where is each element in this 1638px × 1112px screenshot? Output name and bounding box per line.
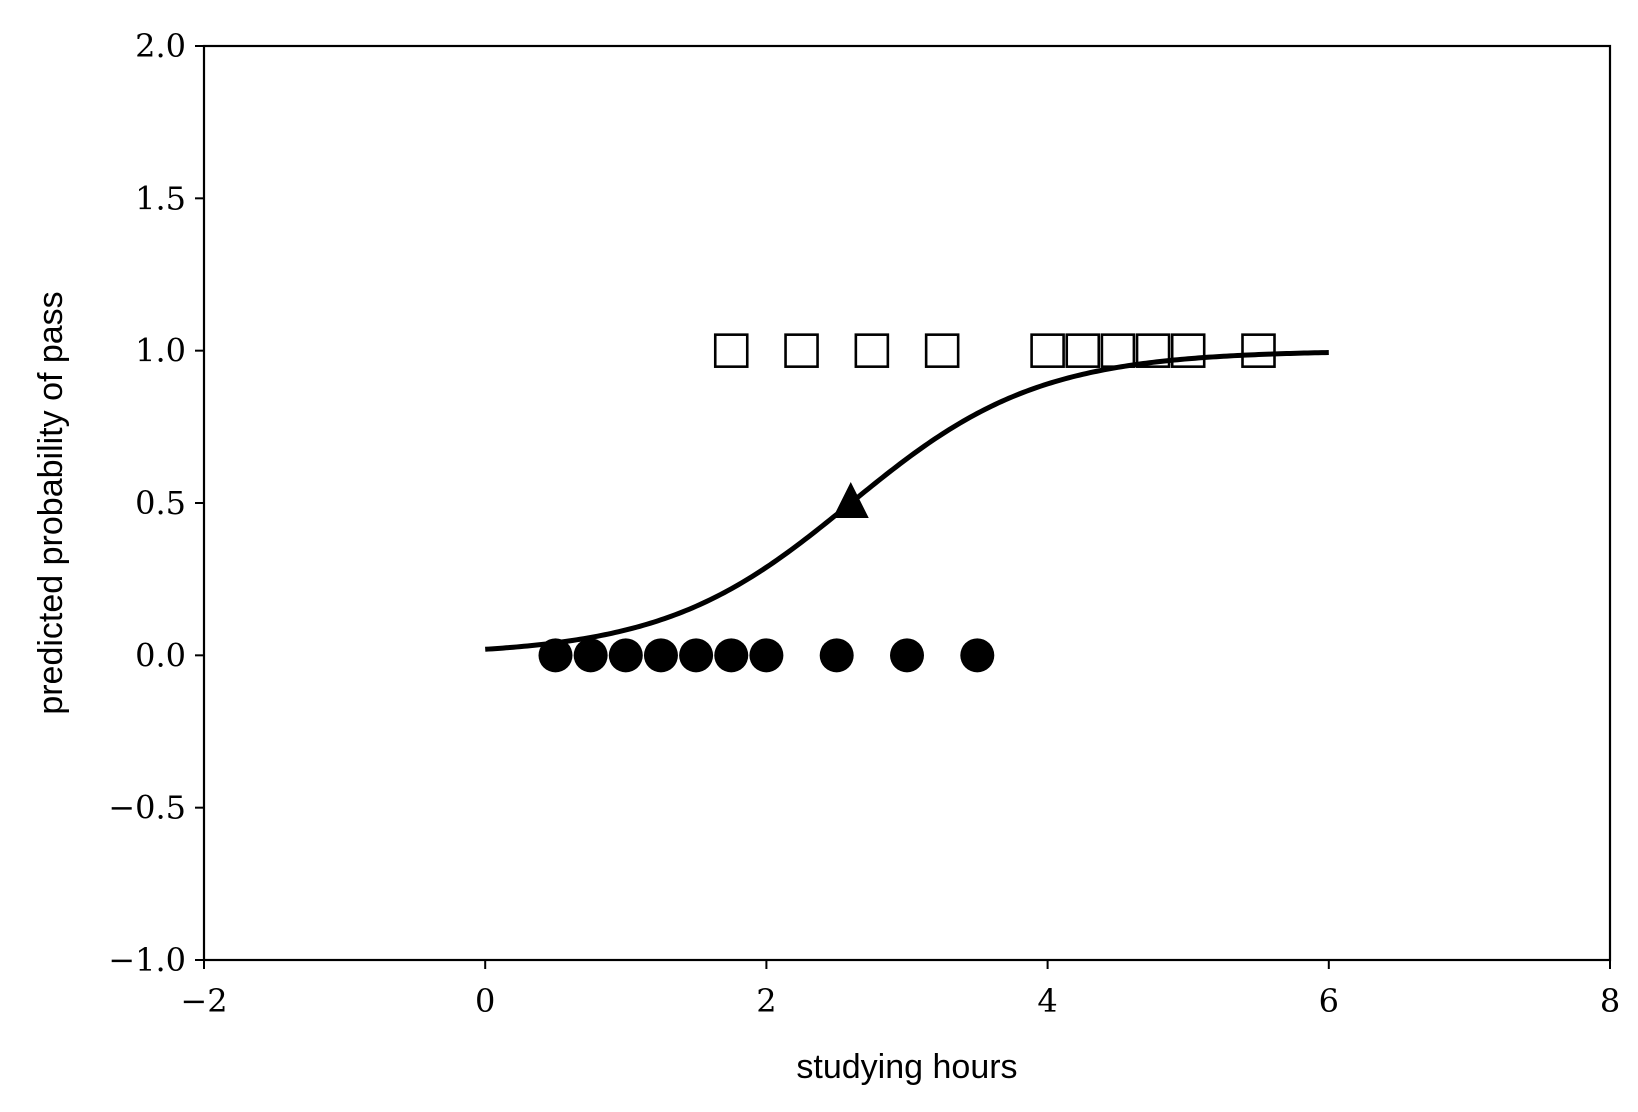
x-tick-label: 0 xyxy=(475,982,495,1020)
plot-layer xyxy=(485,333,1329,673)
data-point-square xyxy=(784,333,819,368)
data-point-circle xyxy=(608,638,643,673)
x-tick-label: 8 xyxy=(1600,982,1620,1020)
data-point-square xyxy=(1241,333,1276,368)
data-point-square xyxy=(1100,333,1136,368)
data-point-square xyxy=(924,333,960,368)
x-tick-label: −2 xyxy=(180,982,227,1020)
ticks-layer: −2 0 2 4 6 8 −1.0 −0.5 0.0 0.5 1.0 1.5 2.0 xyxy=(108,27,1620,1020)
x-tick-label: 4 xyxy=(1037,982,1057,1020)
data-point-circle xyxy=(538,638,573,673)
data-point-triangle xyxy=(832,482,869,518)
data-point-circle xyxy=(679,638,714,673)
data-point-square xyxy=(1170,333,1206,368)
data-point-circle xyxy=(890,638,924,673)
y-tick-label: 1.5 xyxy=(135,179,186,217)
data-point-square xyxy=(1065,333,1101,368)
y-tick-label: 2.0 xyxy=(135,27,186,65)
x-tick-label: 2 xyxy=(756,982,776,1020)
x-tick-label: 6 xyxy=(1319,982,1339,1020)
y-tick-label: 0.5 xyxy=(135,484,186,522)
data-point-square xyxy=(1135,333,1171,368)
y-tick-label: −1.0 xyxy=(108,941,186,979)
data-point-circle xyxy=(819,638,854,673)
logistic-curve xyxy=(485,350,1329,652)
y-tick-label: 1.0 xyxy=(135,332,186,370)
data-point-square xyxy=(854,333,890,368)
x-axis-label: studying hours xyxy=(796,1048,1017,1086)
data-point-circle xyxy=(714,638,749,673)
y-tick-label: −0.5 xyxy=(108,789,186,827)
data-point-circle xyxy=(643,638,678,673)
y-tick-label: 0.0 xyxy=(135,636,186,674)
data-point-circle xyxy=(960,638,995,673)
data-point-circle xyxy=(749,638,784,673)
plot-frame xyxy=(202,44,1612,962)
y-axis-label: predicted probability of pass xyxy=(32,291,70,714)
data-point-circle xyxy=(573,638,608,673)
data-point-square xyxy=(713,333,749,368)
data-point-square xyxy=(1030,333,1065,368)
